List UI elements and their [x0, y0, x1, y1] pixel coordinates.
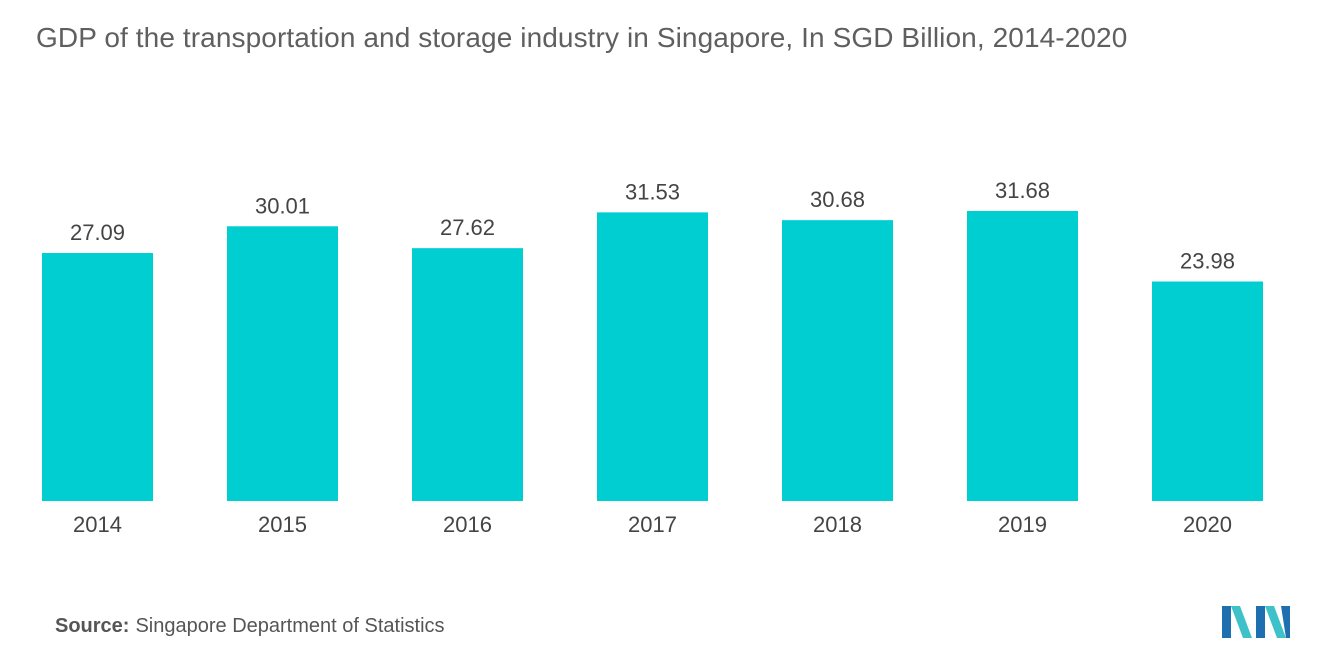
value-label-2017: 31.53: [625, 179, 680, 204]
value-label-2016: 27.62: [440, 215, 495, 240]
x-tick-2014: 2014: [73, 512, 122, 537]
x-tick-2019: 2019: [998, 512, 1047, 537]
bar-2017: [597, 212, 708, 501]
bar-2019: [967, 211, 1078, 501]
x-tick-2015: 2015: [258, 512, 307, 537]
source-text: Singapore Department of Statistics: [135, 615, 445, 637]
source-label: Source:: [55, 615, 130, 637]
x-axis-tick-labels: 2014 2015 2016 2017 2018 2019 2020: [73, 512, 1232, 537]
bars-layer: [42, 211, 1263, 502]
bar-2015: [227, 226, 338, 502]
value-labels-layer: 27.09 30.01 27.62 31.53 30.68 31.68 23.98: [70, 178, 1235, 273]
value-label-2015: 30.01: [255, 193, 310, 218]
x-tick-2017: 2017: [628, 512, 677, 537]
mordor-intelligence-logo-icon: [1222, 606, 1290, 638]
bar-2018: [782, 220, 893, 501]
bar-2016: [412, 248, 523, 501]
x-tick-2020: 2020: [1183, 512, 1232, 537]
value-label-2018: 30.68: [810, 187, 865, 212]
bar-2014: [42, 253, 153, 501]
x-tick-2018: 2018: [813, 512, 862, 537]
value-label-2019: 31.68: [995, 178, 1050, 203]
value-label-2014: 27.09: [70, 220, 125, 245]
source-note: Source: Singapore Department of Statistic…: [55, 615, 445, 638]
value-label-2020: 23.98: [1180, 248, 1235, 273]
chart-title: GDP of the transportation and storage in…: [36, 22, 1128, 53]
x-tick-2016: 2016: [443, 512, 492, 537]
bar-2020: [1152, 281, 1263, 501]
